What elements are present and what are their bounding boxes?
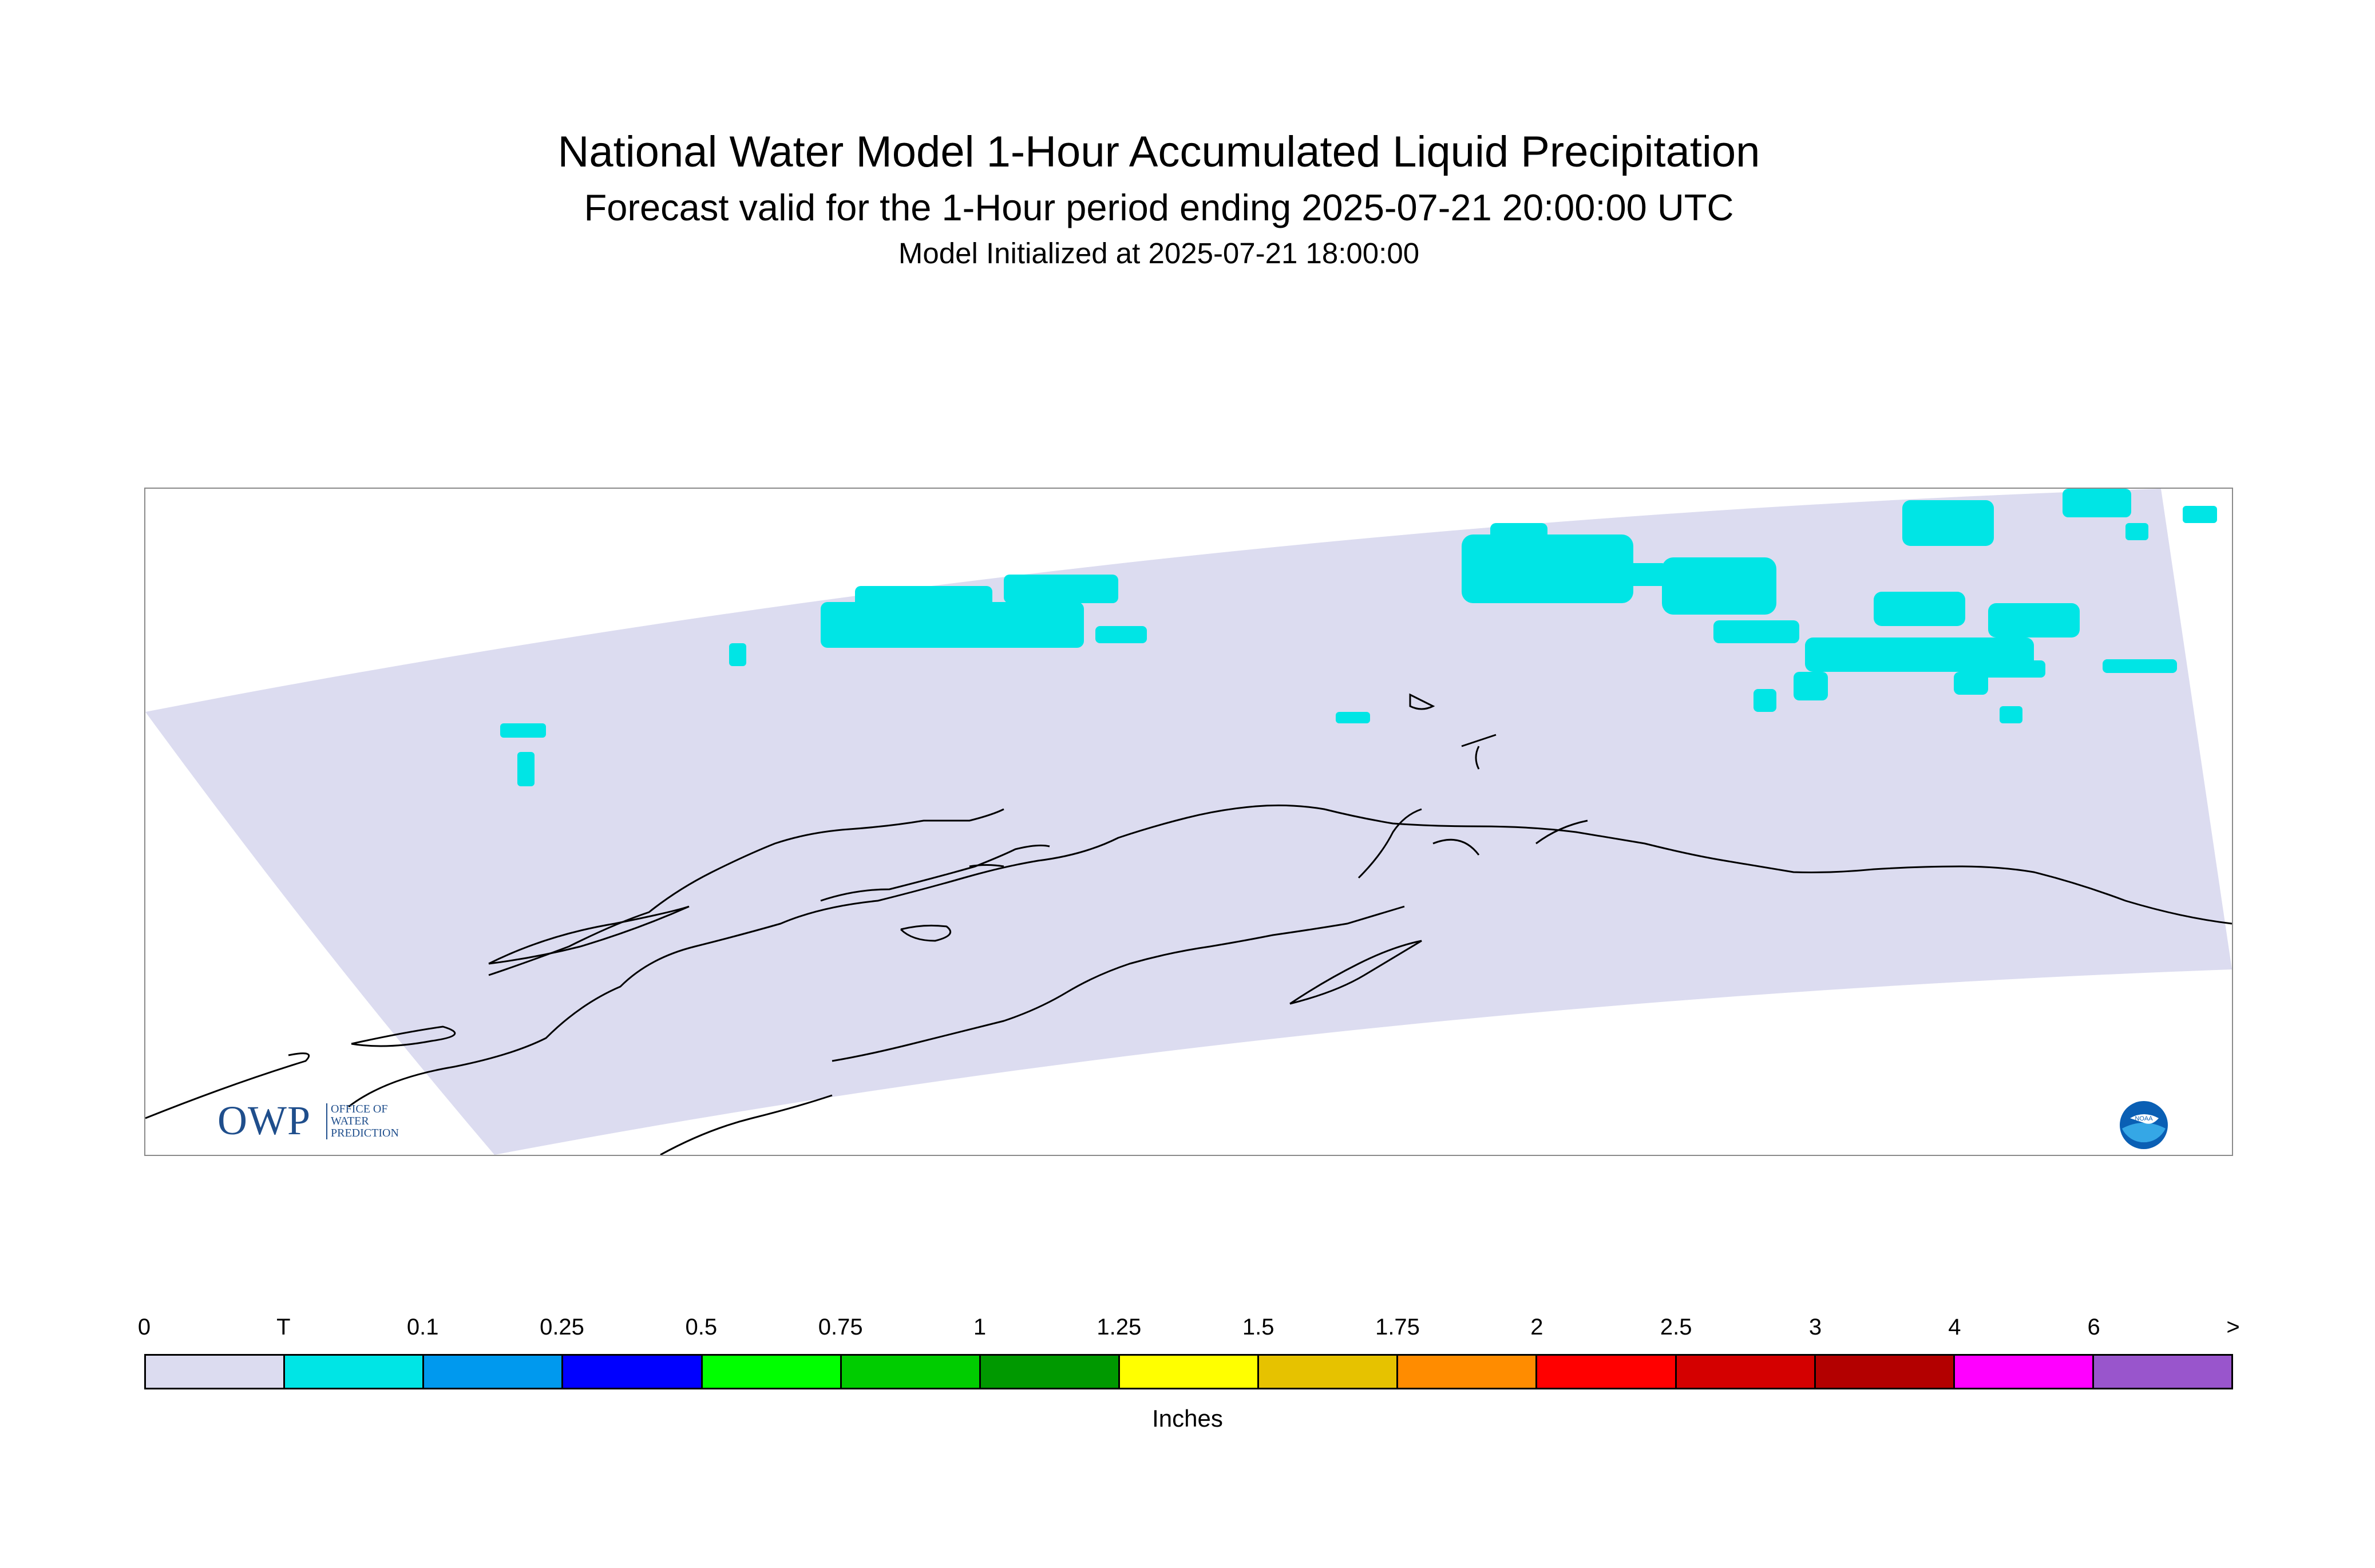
legend-tick-label: 0.25 xyxy=(540,1314,584,1340)
owp-logo-line: OFFICE OF xyxy=(331,1103,388,1115)
coastline-group xyxy=(145,693,2232,1155)
legend-color-box xyxy=(285,1356,425,1388)
precip-area xyxy=(1662,557,1776,615)
legend-units-label: Inches xyxy=(1152,1405,1223,1432)
precip-area xyxy=(855,586,992,609)
precip-map xyxy=(145,489,2232,1155)
legend-color-box xyxy=(424,1356,564,1388)
svg-text:NOAA: NOAA xyxy=(2135,1115,2153,1122)
legend-color-box xyxy=(1398,1356,1538,1388)
island-north-2 xyxy=(1461,734,1497,770)
precip-area xyxy=(2000,706,2022,723)
precip-area xyxy=(1954,672,1988,695)
legend-tick-label: 3 xyxy=(1808,1314,1822,1340)
legend-tick-label: 1.75 xyxy=(1375,1314,1420,1340)
coastline-alaska-peninsula xyxy=(832,905,1405,1062)
precip-area xyxy=(1794,672,1828,700)
legend-tick-label: 0.5 xyxy=(685,1314,718,1340)
precip-area xyxy=(500,723,546,738)
legend-tick-label: 2 xyxy=(1530,1314,1543,1340)
owp-logo: OWP OFFICE OF WATER PREDICTION xyxy=(217,1100,423,1151)
legend-tick-label: 1 xyxy=(973,1314,987,1340)
legend-tick-label: 1.5 xyxy=(1242,1314,1274,1340)
coastline-southwest xyxy=(660,1094,833,1155)
owp-logo-line: WATER xyxy=(331,1115,369,1127)
precip-area xyxy=(1336,712,1370,723)
legend-tick-label: 0.1 xyxy=(406,1314,439,1340)
owp-logo-letters: OWP xyxy=(217,1098,311,1143)
map-frame: OWP OFFICE OF WATER PREDICTION NOAA xyxy=(144,488,2233,1156)
coastline-kodiak xyxy=(1289,940,1422,1005)
map-title: National Water Model 1-Hour Accumulated … xyxy=(557,128,1760,176)
coastline-mainland xyxy=(145,804,2232,1119)
legend-tick-label: 2.5 xyxy=(1660,1314,1692,1340)
precip-area xyxy=(1576,563,1668,586)
owp-logo-line: PREDICTION xyxy=(331,1127,399,1139)
legend-color-box xyxy=(1259,1356,1399,1388)
coastline-inlet xyxy=(1357,808,1588,879)
precip-area xyxy=(1095,626,1147,643)
color-legend-bar xyxy=(144,1354,2233,1389)
island-north-1 xyxy=(1409,693,1435,710)
precip-area xyxy=(1004,575,1118,603)
precip-area xyxy=(517,752,535,786)
precip-area xyxy=(1753,689,1776,712)
legend-tick-label: 4 xyxy=(1948,1314,1961,1340)
precip-area xyxy=(729,643,746,666)
legend-color-box xyxy=(980,1356,1120,1388)
precip-area xyxy=(2125,523,2148,540)
legend-color-box xyxy=(1119,1356,1260,1388)
model-domain-area xyxy=(145,489,2232,1155)
precip-area xyxy=(821,602,1084,648)
precip-area xyxy=(1713,620,1799,643)
legend-tick-label: T xyxy=(276,1314,291,1340)
precip-area xyxy=(1874,592,1965,626)
legend-tick-label: 1.25 xyxy=(1097,1314,1142,1340)
precip-area xyxy=(2063,489,2131,517)
island-pribilof xyxy=(969,864,1004,868)
island-west xyxy=(351,1025,456,1047)
legend-color-box xyxy=(1676,1356,1816,1388)
legend-color-box xyxy=(1954,1356,2094,1388)
legend-color-box xyxy=(563,1356,703,1388)
legend-tick-label: 6 xyxy=(2087,1314,2100,1340)
precip-area xyxy=(1977,660,2045,678)
legend-color-box xyxy=(146,1356,286,1388)
coastline-bristol-bay xyxy=(488,808,1004,976)
legend-color-box xyxy=(841,1356,981,1388)
legend-color-box xyxy=(702,1356,842,1388)
map-subtitle: Forecast valid for the 1-Hour period end… xyxy=(584,187,1734,228)
model-init-line: Model Initialized at 2025-07-21 18:00:00 xyxy=(898,237,1420,270)
legend-color-box xyxy=(2093,1356,2232,1388)
legend-tick-label: > xyxy=(2226,1314,2240,1340)
owp-logo-subtitle: OFFICE OF WATER PREDICTION xyxy=(326,1103,399,1139)
precip-area xyxy=(2103,659,2177,673)
legend-tick-label: 0 xyxy=(137,1314,151,1340)
legend-tick-label: 0.75 xyxy=(818,1314,863,1340)
noaa-logo: NOAA xyxy=(2120,1101,2168,1149)
precip-area xyxy=(2183,506,2217,523)
coastline-kuskokwim xyxy=(820,844,1050,902)
legend-color-box xyxy=(1815,1356,1955,1388)
precip-trace-areas xyxy=(500,489,2217,786)
legend-color-box xyxy=(1537,1356,1677,1388)
precip-area xyxy=(1805,638,2034,672)
precip-area xyxy=(1490,523,1547,546)
precip-area xyxy=(1902,500,1994,546)
island-st-lawrence xyxy=(488,905,690,965)
precip-area xyxy=(1988,603,2080,638)
island-nunivak xyxy=(900,924,952,942)
